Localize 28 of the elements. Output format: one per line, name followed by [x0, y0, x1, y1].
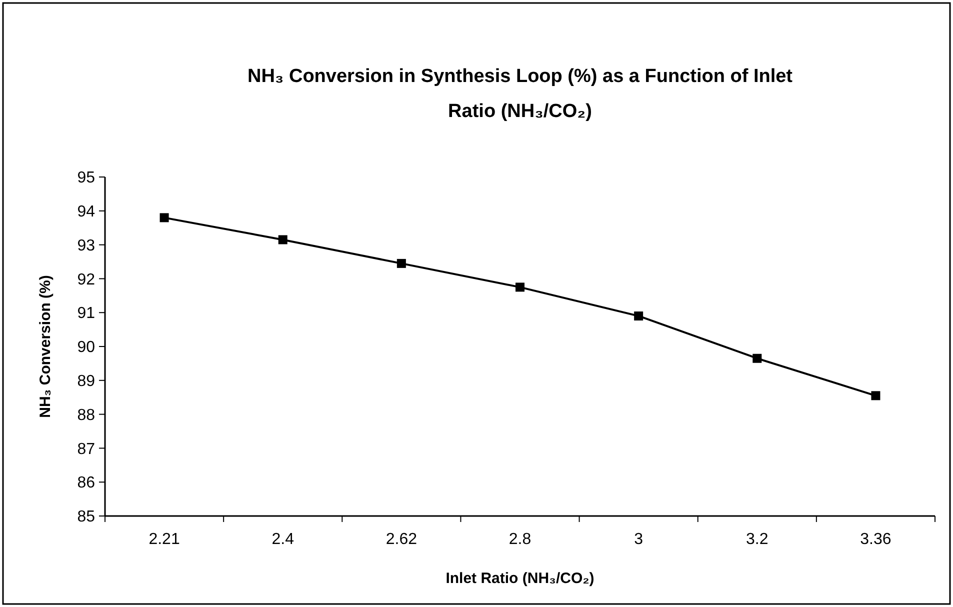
x-tick-label: 3.36	[860, 531, 892, 548]
y-tick-label: 94	[77, 204, 96, 220]
point	[871, 391, 880, 400]
point	[160, 213, 169, 222]
point	[278, 235, 288, 244]
y-tick-label: 88	[77, 406, 96, 424]
y-tick-label: 86	[77, 474, 96, 492]
y-tick-label: 93	[77, 237, 96, 254]
x-tick-label: 2.4	[272, 531, 294, 548]
y-axis-title: NH₃ Conversion (%)	[37, 275, 54, 418]
x-tick-label: 2.62	[386, 531, 418, 548]
y-tick-label: 91	[77, 305, 96, 322]
point	[516, 282, 524, 292]
y-tick-label: 87	[77, 440, 96, 458]
x-axis-title: Inlet Ratio (NH₃/CO₂)	[446, 570, 594, 587]
y-tick-label: 92	[77, 271, 96, 288]
y-tick-label: 95	[77, 170, 96, 187]
point	[634, 311, 644, 320]
x-tick-label: 2.21	[148, 531, 180, 548]
y-tick-label: 89	[77, 373, 96, 390]
point	[396, 258, 406, 268]
y-tick-label: 90	[77, 339, 96, 356]
x-tick-label: 3.2	[746, 531, 768, 548]
x-tick-label: 3	[634, 531, 644, 548]
y-tick-label: 85	[77, 508, 96, 526]
chart-title: NH₃ Conversion in Synthesis Loop (%) as a Function of Inlet Ratio (NH₃/CO₂)	[247, 66, 794, 122]
x-tick-label: 2.8	[508, 531, 532, 548]
point	[752, 354, 762, 363]
